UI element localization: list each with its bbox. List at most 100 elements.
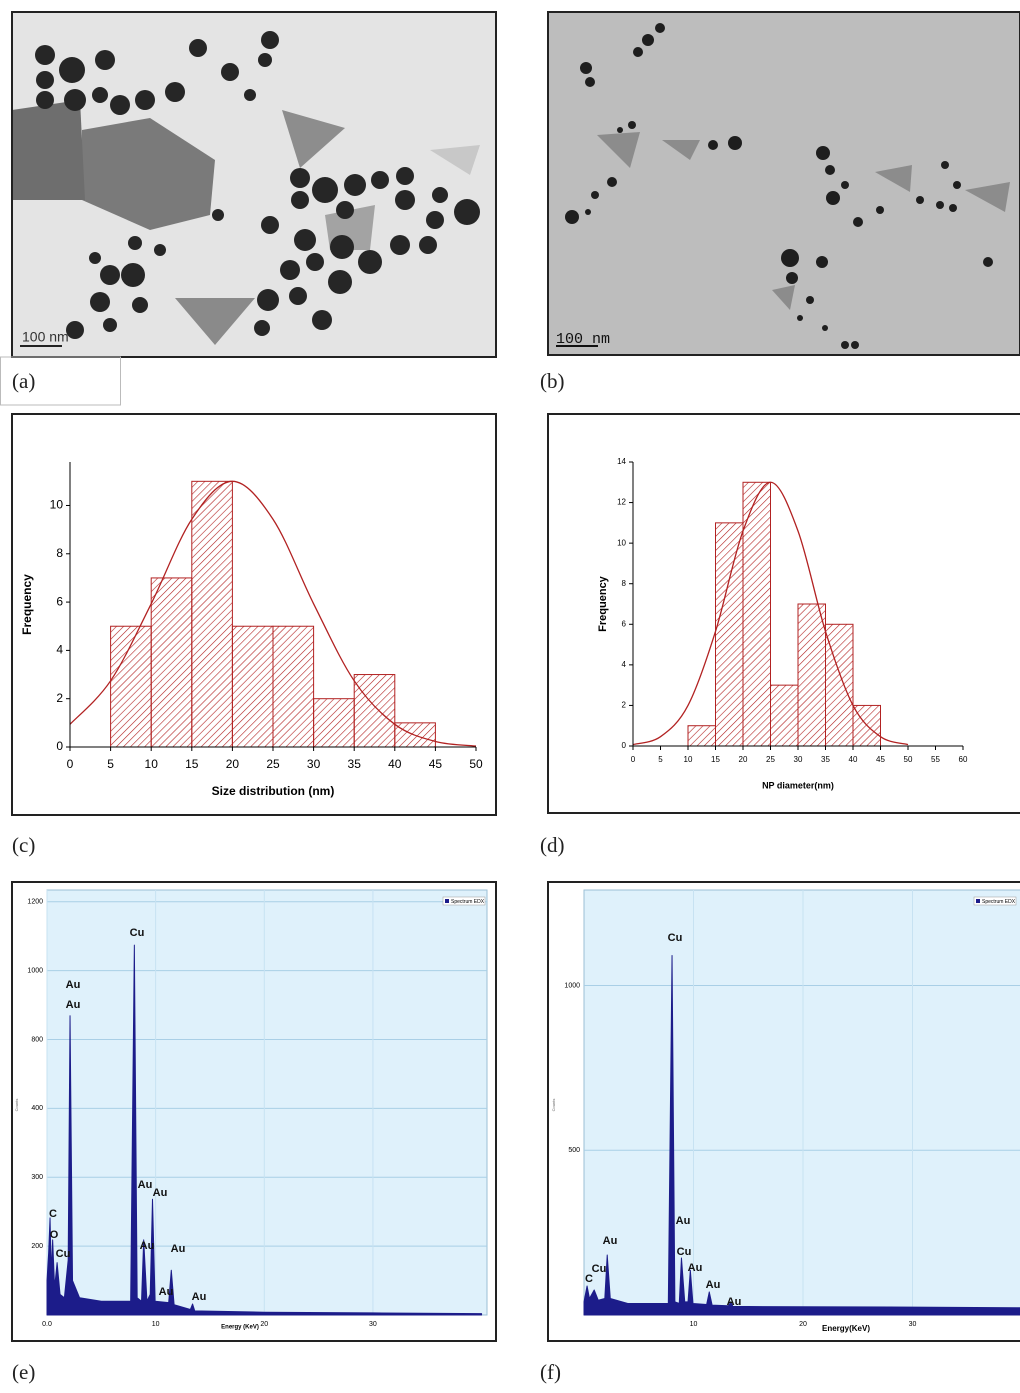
x-tick-label: 30 <box>369 1321 377 1328</box>
y-axis-label: Counts <box>14 1099 19 1112</box>
panel-label: (c) <box>12 833 35 857</box>
x-tick-label: 50 <box>904 755 913 764</box>
y-tick-label: 1000 <box>27 967 43 974</box>
fit-curve <box>69 480 477 747</box>
x-tick-label: 5 <box>658 755 663 764</box>
plot-background <box>46 889 488 1316</box>
y-tick-label: 300 <box>31 1174 43 1181</box>
peak-label: Au <box>159 1286 174 1298</box>
bar <box>191 480 233 748</box>
x-tick-label: 0 <box>67 757 74 771</box>
y-axis-label: Frequency <box>597 575 609 632</box>
x-tick-label: 0 <box>631 755 636 764</box>
peak-label: C <box>49 1208 57 1220</box>
label-box <box>0 356 121 406</box>
peak-label: Cu <box>677 1246 692 1258</box>
x-tick-label: 40 <box>849 755 858 764</box>
x-tick-label: 20 <box>799 1321 807 1328</box>
image-frame <box>547 11 1020 356</box>
scale-bar-label: 100 nm <box>556 331 610 348</box>
plot-background <box>583 889 1020 1316</box>
y-tick-label: 0 <box>56 739 63 753</box>
bar <box>150 577 193 748</box>
panel-label: (d) <box>540 833 565 857</box>
panel-label: (e) <box>12 1360 35 1384</box>
y-axis-label: Frequency <box>20 574 34 635</box>
x-tick-label: 5 <box>107 757 114 771</box>
x-tick-label: 10 <box>145 757 159 771</box>
bar <box>687 725 716 747</box>
y-tick-label: 4 <box>622 660 627 669</box>
y-tick-label: 500 <box>568 1147 580 1154</box>
x-axis-label: Energy (KeV) <box>221 1325 259 1331</box>
scale-bar-label: 100 nm <box>22 329 69 345</box>
x-axis-label: Energy(KeV) <box>822 1324 870 1333</box>
x-tick-label: 20 <box>226 757 240 771</box>
legend-box <box>973 896 1017 906</box>
x-tick-label: 35 <box>821 755 830 764</box>
peak-label: Cu <box>56 1248 71 1260</box>
image-frame <box>11 11 497 358</box>
y-tick-label: 1200 <box>27 899 43 906</box>
peak-label: C <box>585 1273 593 1285</box>
y-tick-label: 1000 <box>564 982 580 989</box>
x-tick-label: 15 <box>185 757 199 771</box>
chart-frame <box>11 413 497 816</box>
y-tick-label: 10 <box>50 498 64 512</box>
x-tick-label: 30 <box>794 755 803 764</box>
x-tick-label: 10 <box>152 1321 160 1328</box>
y-tick-label: 14 <box>617 457 626 466</box>
x-tick-label: 55 <box>931 755 940 764</box>
chart-frame <box>547 413 1020 814</box>
y-tick-label: 6 <box>622 619 627 628</box>
legend-label: Spectrum EDX <box>451 899 485 905</box>
x-axis-label: NP diameter(nm) <box>762 780 834 790</box>
y-tick-label: 8 <box>622 579 627 588</box>
spectrum <box>583 955 1020 1316</box>
peak-label: Au <box>727 1296 742 1308</box>
spectrum <box>46 944 483 1316</box>
x-tick-label: 20 <box>260 1321 268 1328</box>
peak-label: Cu <box>130 927 145 939</box>
x-axis-label: Size distribution (nm) <box>212 784 335 798</box>
x-tick-label: 15 <box>711 755 720 764</box>
bar <box>715 522 744 747</box>
x-tick-label: 45 <box>876 755 885 764</box>
x-tick-label: 10 <box>684 755 693 764</box>
bar <box>231 625 274 748</box>
x-tick-label: 35 <box>348 757 362 771</box>
x-tick-label: 0.0 <box>42 1321 52 1328</box>
peak-label: Au <box>603 1235 618 1247</box>
bar <box>770 684 799 747</box>
x-tick-label: 40 <box>388 757 402 771</box>
panel-label: (a) <box>12 369 35 393</box>
x-tick-label: 60 <box>959 755 968 764</box>
x-tick-label: 25 <box>766 755 775 764</box>
peak-label: Au <box>706 1279 721 1291</box>
peak-label: Au <box>66 979 81 991</box>
bar <box>797 603 826 747</box>
x-tick-label: 30 <box>307 757 321 771</box>
peak-label: Au <box>171 1243 186 1255</box>
y-tick-label: 8 <box>56 546 63 560</box>
y-tick-label: 0 <box>622 741 627 750</box>
legend-swatch <box>445 899 449 903</box>
y-tick-label: 10 <box>617 538 626 547</box>
tem-image-a: 100 nm <box>12 12 496 357</box>
peak-label: Au <box>138 1179 153 1191</box>
x-tick-label: 25 <box>266 757 280 771</box>
legend-label: Spectrum EDX <box>982 899 1016 905</box>
peak-label: Au <box>688 1262 703 1274</box>
x-tick-label: 50 <box>469 757 483 771</box>
bar <box>272 625 315 748</box>
panel-label: (f) <box>540 1360 561 1384</box>
peak-label: O <box>50 1229 59 1241</box>
bar <box>313 698 355 748</box>
y-tick-label: 400 <box>31 1105 43 1112</box>
x-tick-label: 20 <box>739 755 748 764</box>
bar <box>742 481 771 747</box>
y-axis-label: Counts <box>551 1099 556 1112</box>
legend-swatch <box>976 899 980 903</box>
